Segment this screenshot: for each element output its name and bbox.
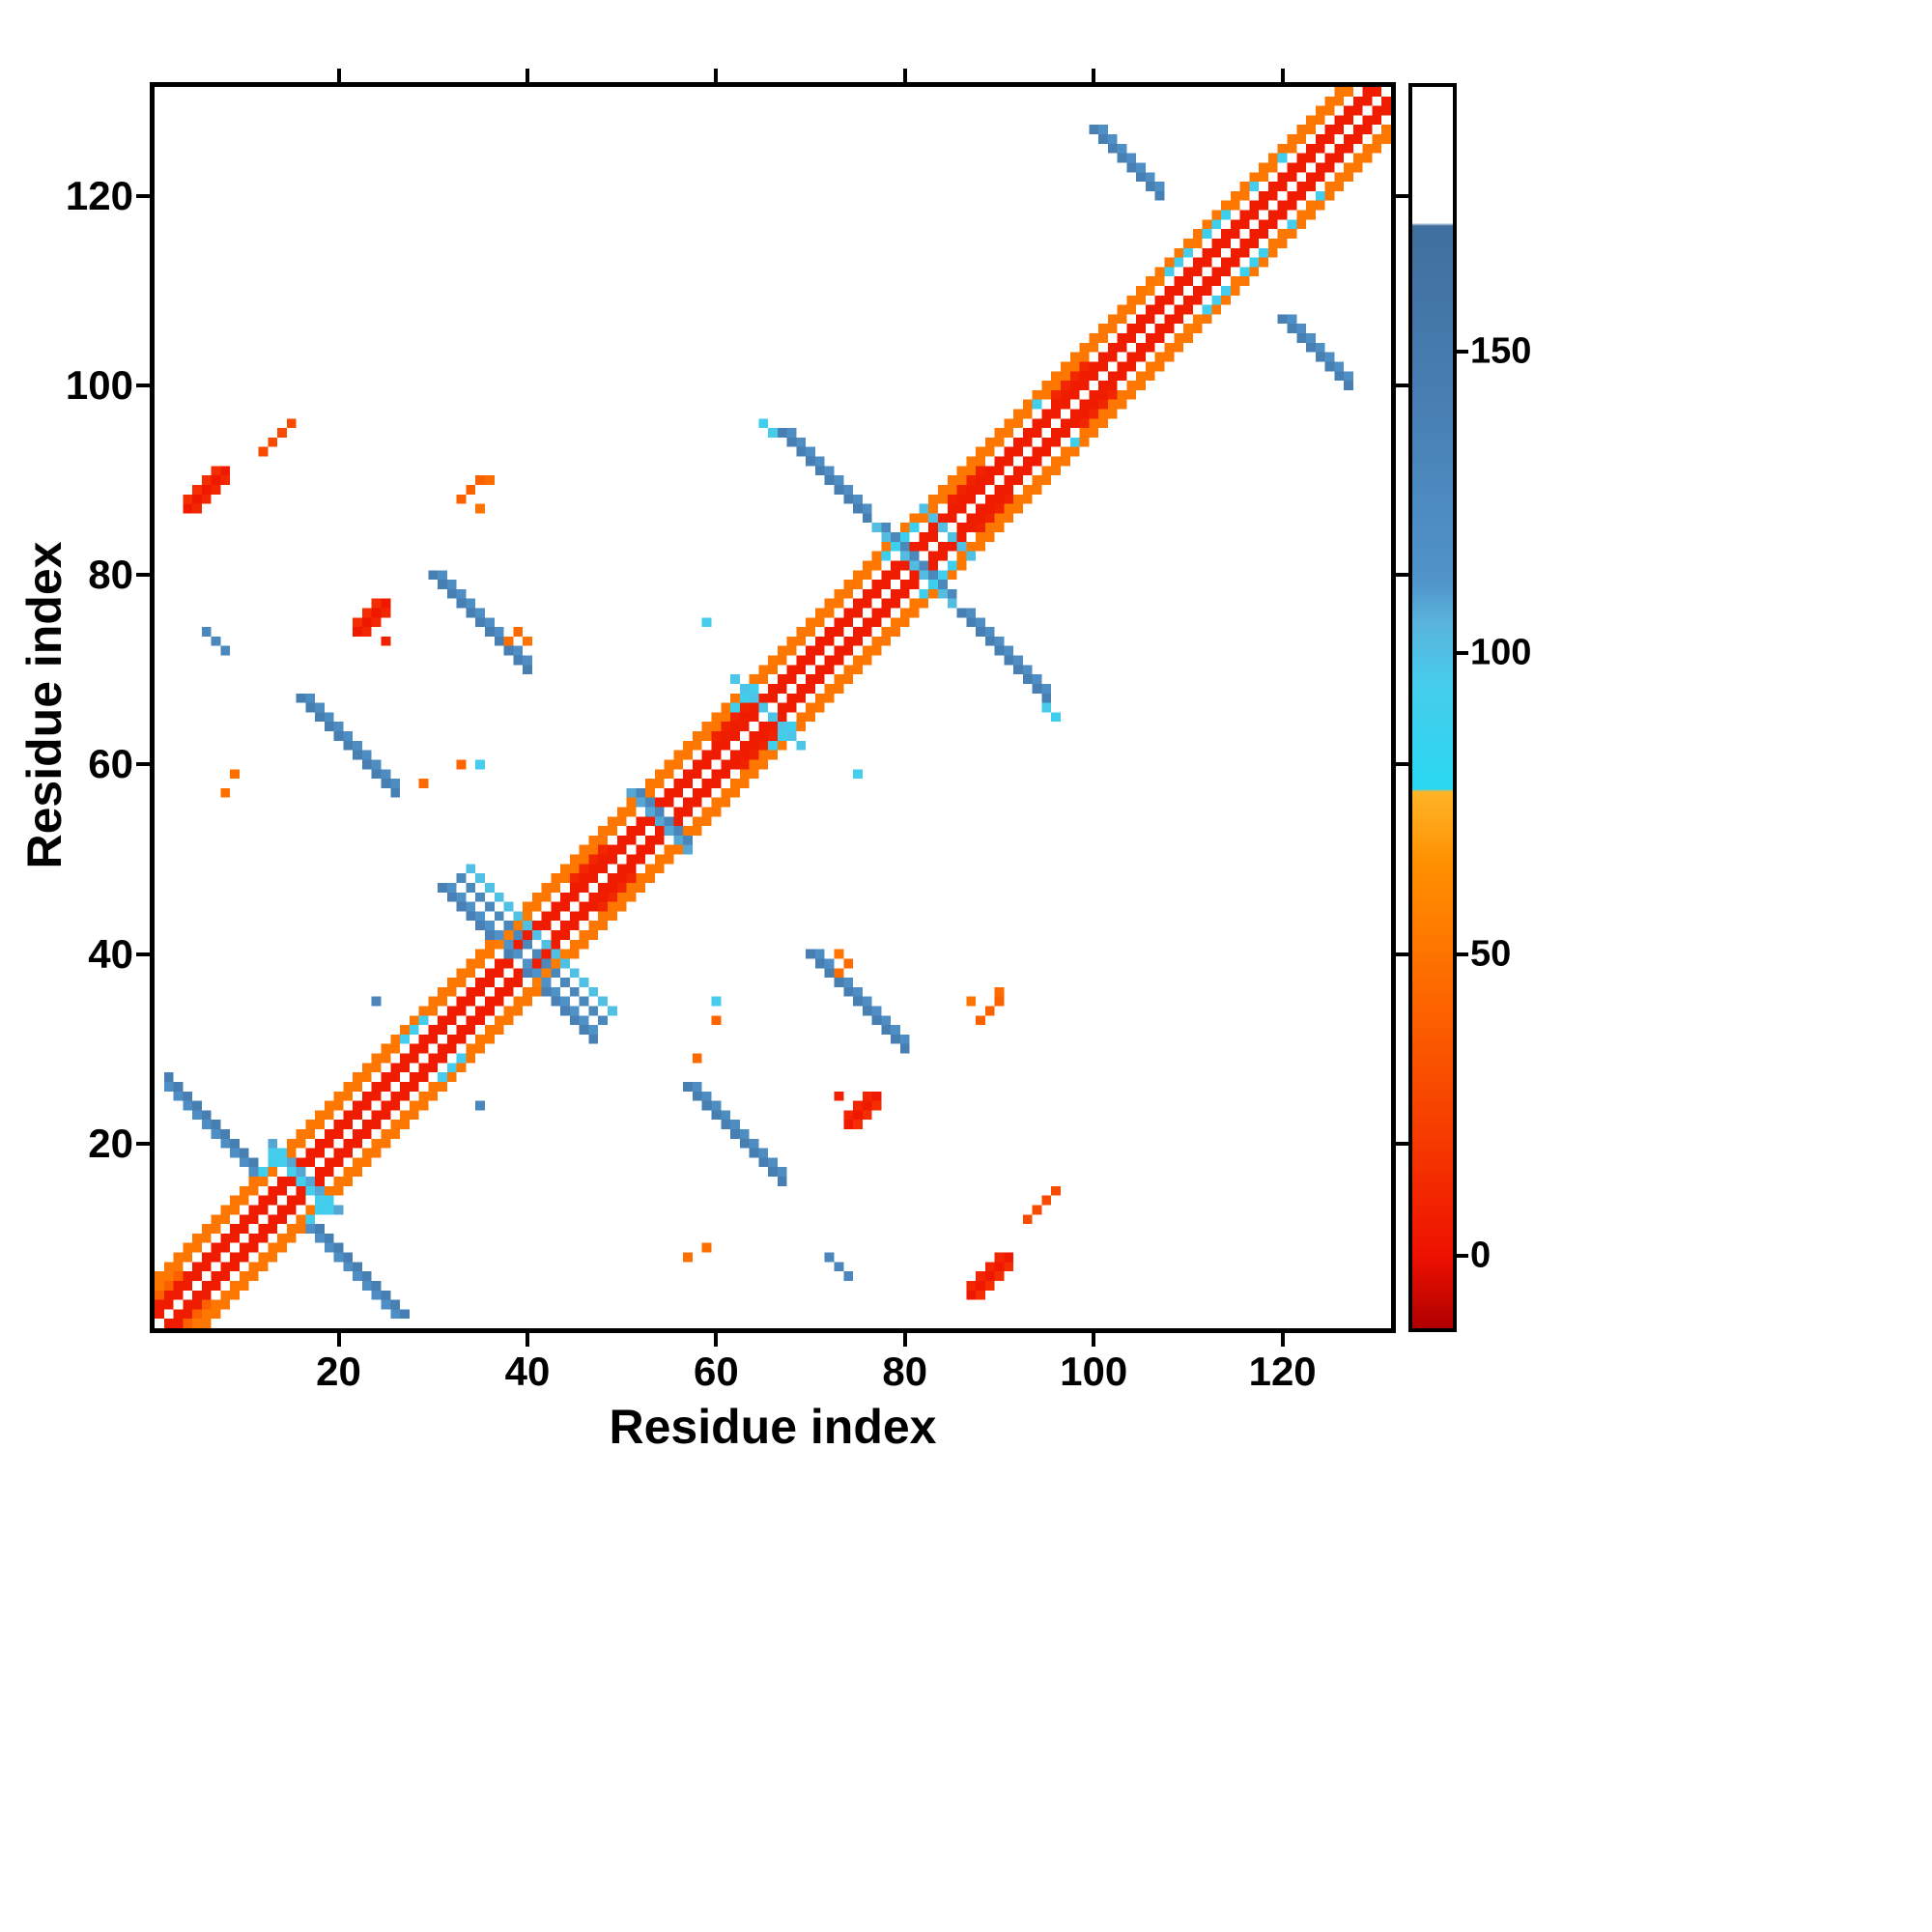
contact-map-canvas	[155, 87, 1391, 1328]
x-axis-top-tick	[1280, 69, 1285, 82]
y-axis-tick	[136, 573, 150, 578]
y-tick-label: 20	[88, 1120, 133, 1166]
x-axis-tick	[902, 1333, 907, 1347]
x-axis-tick	[1280, 1333, 1285, 1347]
y-axis-right-tick	[1396, 573, 1409, 578]
y-axis-label: Residue index	[17, 541, 71, 869]
y-tick-label: 120	[65, 172, 133, 218]
y-axis-tick	[136, 193, 150, 198]
colorbar-tick	[1457, 350, 1468, 355]
y-axis-right-tick	[1396, 762, 1409, 767]
x-tick-label: 80	[882, 1349, 928, 1394]
x-axis-tick	[1092, 1333, 1096, 1347]
y-axis-tick	[136, 952, 150, 956]
x-axis-top-tick	[902, 69, 907, 82]
colorbar-tick	[1457, 651, 1468, 656]
y-axis-right-tick	[1396, 383, 1409, 387]
y-axis-right-tick	[1396, 193, 1409, 198]
y-axis-tick	[136, 762, 150, 767]
x-axis-top-tick	[714, 69, 719, 82]
x-axis-top-tick	[525, 69, 529, 82]
x-tick-label: 40	[504, 1349, 551, 1394]
x-tick-label: 100	[1060, 1349, 1128, 1394]
y-axis-right-tick	[1396, 1141, 1409, 1146]
y-axis-right-tick	[1396, 952, 1409, 956]
x-axis-tick	[336, 1333, 341, 1347]
y-axis-tick	[136, 1141, 150, 1146]
x-axis-top-tick	[1092, 69, 1096, 82]
colorbar	[1408, 83, 1457, 1332]
x-tick-label: 120	[1248, 1349, 1317, 1394]
x-tick-label: 20	[316, 1349, 361, 1394]
y-axis-tick	[136, 383, 150, 387]
colorbar-tick-label: 50	[1470, 933, 1512, 975]
x-tick-label: 60	[694, 1349, 739, 1394]
colorbar-tick	[1457, 952, 1468, 957]
x-axis-tick	[525, 1333, 529, 1347]
colorbar-tick-label: 150	[1470, 330, 1532, 372]
y-tick-label: 40	[88, 930, 133, 977]
x-axis-tick	[714, 1333, 719, 1347]
colorbar-tick-label: 0	[1470, 1235, 1492, 1276]
x-axis-top-tick	[336, 69, 341, 82]
y-tick-label: 100	[65, 361, 133, 408]
x-axis-label: Residue index	[609, 1400, 937, 1454]
plot-area	[150, 82, 1396, 1333]
colorbar-tick-label: 100	[1470, 632, 1532, 673]
colorbar-canvas	[1412, 87, 1453, 1328]
colorbar-tick	[1457, 1254, 1468, 1259]
